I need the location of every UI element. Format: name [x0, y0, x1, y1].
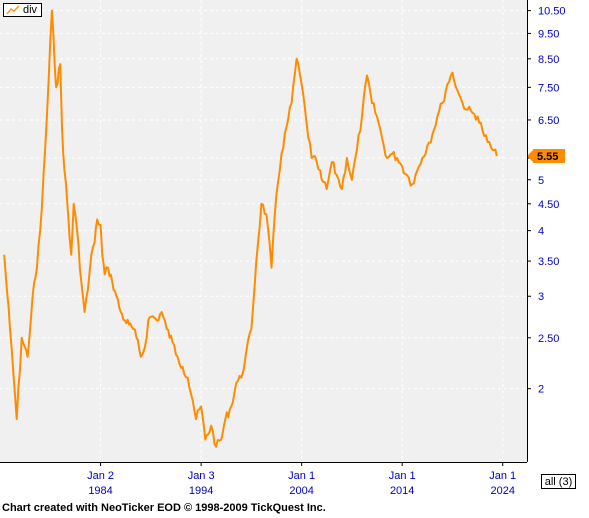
- y-tick-label: 5: [538, 175, 544, 187]
- x-tick-label: Jan 1: [288, 470, 315, 482]
- legend-label: div: [23, 4, 38, 16]
- y-tick-label: 6.50: [538, 115, 559, 127]
- y-tick-label: 9.50: [538, 28, 559, 40]
- x-tick-year: 1994: [189, 485, 213, 497]
- gridlines: [0, 0, 527, 462]
- y-tick-label: 3.50: [538, 256, 559, 268]
- x-tick-label: Jan 2: [87, 470, 114, 482]
- legend[interactable]: div: [3, 3, 43, 17]
- chart-credit: Chart created with NeoTicker EOD © 1998-…: [2, 502, 326, 514]
- x-tick-year: 1984: [88, 485, 112, 497]
- x-tick-year: 2014: [390, 485, 414, 497]
- series-line: [3, 9, 498, 448]
- y-tick-label: 10.50: [538, 6, 566, 18]
- last-value-marker: 5.55: [527, 148, 565, 163]
- y-tick-label: 2.50: [538, 333, 559, 345]
- y-tick-label: 2: [538, 384, 544, 396]
- last-value-label: 5.55: [537, 151, 558, 163]
- line-series-icon: [6, 5, 20, 15]
- x-axis: Jan 2 1984 Jan 3 1994 Jan 1 2004 Jan 1 2014 Jan …: [87, 462, 516, 497]
- last-value-box: [533, 148, 565, 163]
- x-tick-label: Jan 3: [188, 470, 215, 482]
- x-tick-year: 2004: [289, 485, 313, 497]
- y-tick-label: 7.50: [538, 82, 559, 94]
- x-tick-label: Jan 1: [389, 470, 416, 482]
- x-tick-year: 2024: [490, 485, 514, 497]
- last-value-pointer: [527, 149, 533, 162]
- y-tick-label: 3: [538, 291, 544, 303]
- y-tick-label: 4: [538, 226, 544, 238]
- y-axis: 10.509.508.507.506.505.5054.5043.5032.50…: [527, 6, 566, 396]
- x-tick-label: Jan 1: [489, 470, 516, 482]
- y-tick-label: 8.50: [538, 54, 559, 66]
- y-tick-label: 4.50: [538, 199, 559, 211]
- range-button[interactable]: all (3): [541, 474, 576, 489]
